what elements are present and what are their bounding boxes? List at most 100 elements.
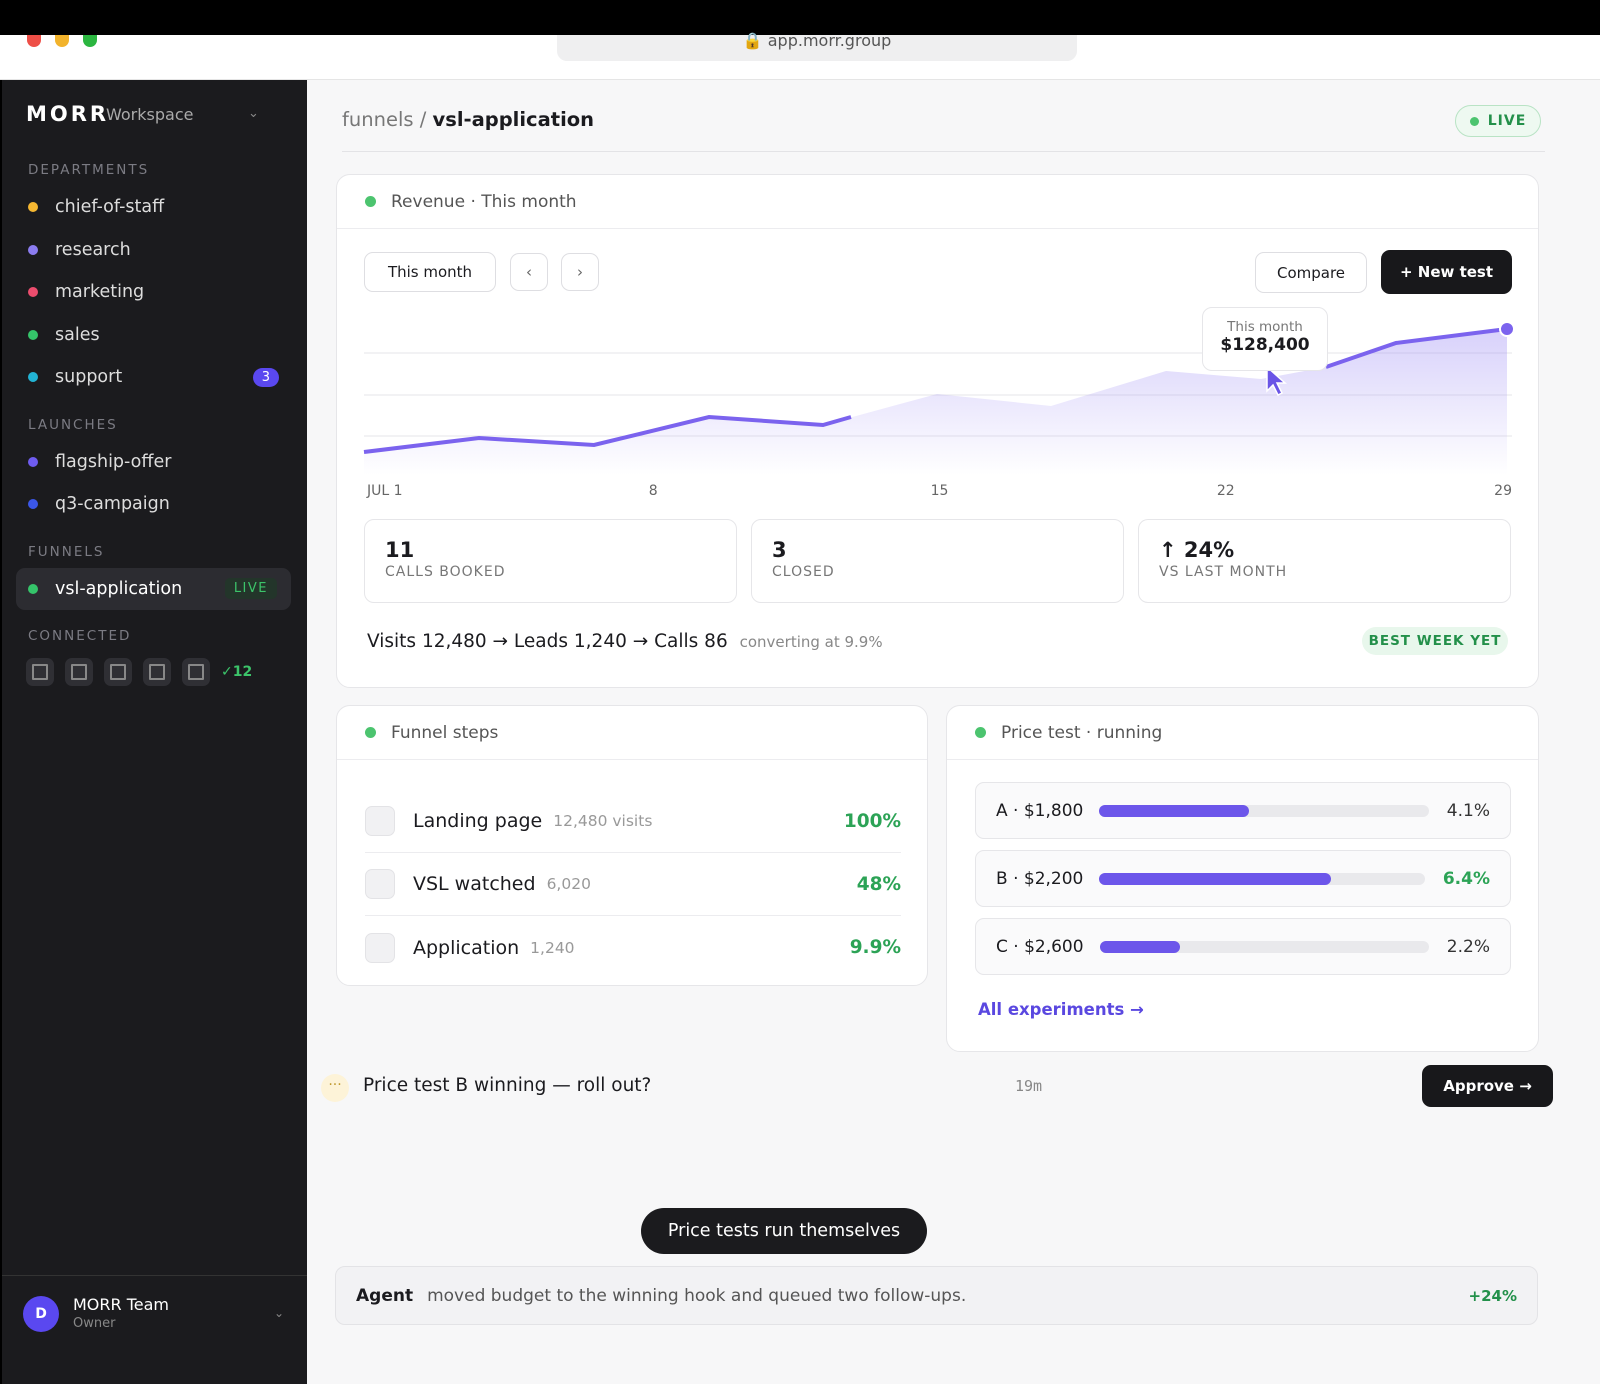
nav-item[interactable]: q3-campaign [2, 483, 291, 526]
period-button[interactable]: This month [364, 252, 496, 292]
card-title: Revenue · This month [391, 191, 577, 212]
approve-button[interactable]: Approve → [1422, 1065, 1553, 1107]
x-label: 8 [648, 483, 658, 499]
steps: Landing page 12,480 visits 100% VSL watched… [365, 790, 901, 979]
step-icon [365, 806, 395, 836]
variant-value: 2.2% [1446, 936, 1490, 957]
bar-track [1099, 804, 1429, 817]
avatar[interactable]: D [23, 1296, 59, 1332]
nav-item[interactable]: support 3 [2, 356, 291, 399]
x-label: 29 [1494, 483, 1512, 499]
nav-label: flagship-offer [55, 451, 172, 472]
card-header: Price test · running [947, 706, 1538, 760]
dot [28, 244, 38, 255]
url: app.morr.group [767, 31, 892, 50]
step-count: 12,480 visits [553, 812, 653, 830]
stat-value: 11 [385, 538, 415, 562]
chevron[interactable]: ⌄ [274, 1306, 285, 1320]
link[interactable]: All experiments → [978, 1000, 1144, 1019]
section-title: LAUNCHES [28, 416, 118, 433]
time: 19m [1015, 1077, 1043, 1095]
new-test-button[interactable]: + New test [1381, 250, 1512, 294]
step: VSL watched 6,020 48% [365, 853, 901, 916]
agent-text: moved budget to the winning hook and que… [427, 1285, 967, 1306]
nav-item[interactable]: research [2, 229, 291, 272]
integration-icon[interactable] [104, 658, 132, 686]
line [1325, 327, 1508, 369]
variant-value: 6.4% [1442, 868, 1490, 889]
connected-count: ✓12 [221, 664, 253, 680]
workspace[interactable]: Workspace [106, 105, 194, 124]
step-icon [365, 932, 395, 963]
nav-label: q3-campaign [55, 494, 170, 515]
stat-value: 3 [772, 538, 787, 562]
integration-icon[interactable] [26, 658, 54, 686]
compare-button[interactable]: Compare [1255, 252, 1367, 293]
agent-name: Agent [356, 1285, 414, 1306]
agent-delta: +24% [1468, 1286, 1517, 1305]
step-name: Landing page [413, 810, 543, 832]
breadcrumb-current: vsl-application [432, 108, 595, 131]
card-header: Funnel steps [337, 706, 927, 760]
integration-icon[interactable] [65, 658, 93, 686]
main: funnels / vsl-application LIVE Revenue ·… [307, 80, 1600, 1384]
breadcrumb[interactable]: funnels / [342, 108, 427, 131]
integration-icon[interactable] [143, 658, 171, 686]
variant-label: B · $2,200 [996, 868, 1084, 889]
card-title: Funnel steps [391, 722, 499, 743]
step-count: 6,020 [546, 875, 591, 893]
dot [28, 372, 38, 383]
step-icon [365, 869, 395, 899]
prev-button[interactable]: ‹ [510, 253, 548, 291]
nav-label: chief-of-staff [55, 197, 165, 218]
step-pct: 9.9% [849, 937, 901, 958]
line [363, 414, 852, 454]
next-button[interactable]: › [561, 253, 599, 291]
browser-bar: 🔒 app.morr.group [0, 33, 1600, 80]
url-bar[interactable]: 🔒 app.morr.group [557, 33, 1077, 61]
nav-label: marketing [55, 282, 145, 303]
step-name: VSL watched [413, 873, 536, 895]
revenue-chart [363, 321, 1515, 475]
section-title: CONNECTED [28, 628, 132, 644]
icon: ··· [321, 1074, 349, 1102]
nav-item[interactable]: chief-of-staff [2, 186, 291, 229]
chevron[interactable]: ⌄ [248, 106, 259, 121]
step-pct: 100% [843, 810, 901, 832]
variant: A · $1,800 4.1% [975, 782, 1511, 839]
user-role: Owner [73, 1316, 116, 1331]
bar [1099, 804, 1250, 817]
flow: Visits 12,480 → Leads 1,240 → Calls 86 [367, 631, 728, 652]
notification-text: Price test B winning — roll out? [363, 1075, 652, 1096]
user-name: MORR Team [73, 1295, 170, 1314]
x-label: JUL 1 [367, 483, 403, 499]
stat: ↑ 24% VS LAST MONTH [1138, 519, 1511, 603]
price-card: Price test · running A · $1,800 4.1% B · $… [946, 705, 1539, 1052]
flow-note: converting at 9.9% [739, 633, 883, 651]
status: LIVE [1487, 113, 1527, 129]
nav-item[interactable]: flagship-offer [2, 441, 291, 484]
bar-track [1099, 940, 1429, 953]
nav-label: research [55, 239, 131, 260]
nav-item[interactable]: marketing [2, 271, 291, 314]
step-name: Application [413, 936, 520, 959]
dot [28, 583, 38, 594]
brand: MORR [26, 102, 110, 126]
badge: BEST WEEK YET [1362, 627, 1508, 655]
x-label: 15 [930, 483, 949, 499]
nav-item[interactable]: sales [2, 314, 291, 357]
stat-value: ↑ 24% [1159, 538, 1235, 562]
cursor [1266, 365, 1287, 397]
divider [2, 1275, 307, 1276]
area [364, 329, 1507, 475]
nav-item[interactable]: vsl-application LIVE [16, 567, 291, 610]
step: Application 1,240 9.9% [365, 916, 901, 979]
nav-label: sales [55, 324, 100, 345]
nav-label: support [55, 367, 123, 388]
bar [1099, 872, 1331, 885]
dot [28, 499, 38, 510]
integration-icon[interactable] [182, 658, 210, 686]
nav-label: vsl-application [55, 578, 183, 599]
live-badge: LIVE [1455, 105, 1541, 137]
